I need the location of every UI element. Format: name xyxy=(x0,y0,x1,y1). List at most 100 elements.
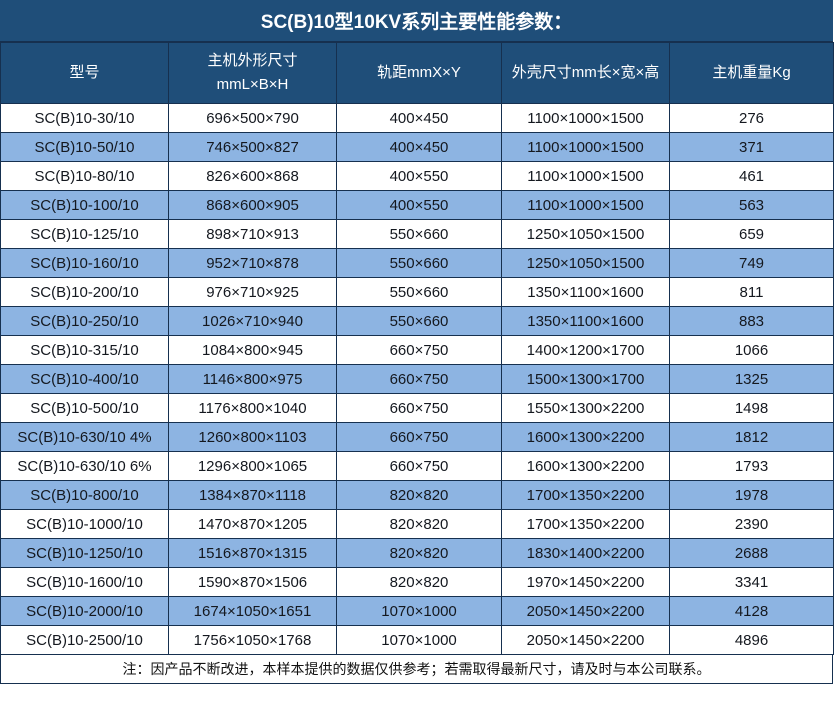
spec-table: 型号 主机外形尺寸 mmL×B×H 轨距mmX×Y 外壳尺寸mm长×宽×高 主机… xyxy=(0,42,834,655)
cell-rail-gauge: 400×550 xyxy=(336,190,502,220)
table-row: SC(B)10-200/10 976×710×925 550×660 1350×110… xyxy=(0,277,834,307)
cell-rail-gauge: 820×820 xyxy=(336,480,502,510)
header-row: 型号 主机外形尺寸 mmL×B×H 轨距mmX×Y 外壳尺寸mm长×宽×高 主机… xyxy=(0,42,834,104)
table-row: SC(B)10-30/10 696×500×790 400×450 1100×1000… xyxy=(0,103,834,133)
cell-model: SC(B)10-630/10 6% xyxy=(0,451,169,481)
cell-weight: 1325 xyxy=(669,364,834,394)
table-row: SC(B)10-630/10 6% 1296×800×1065 660×750 160… xyxy=(0,451,834,481)
cell-main-dims: 1756×1050×1768 xyxy=(168,625,337,655)
table-header: 型号 主机外形尺寸 mmL×B×H 轨距mmX×Y 外壳尺寸mm长×宽×高 主机… xyxy=(0,42,834,104)
cell-weight: 749 xyxy=(669,248,834,278)
cell-main-dims: 1674×1050×1651 xyxy=(168,596,337,626)
cell-rail-gauge: 660×750 xyxy=(336,422,502,452)
cell-model: SC(B)10-200/10 xyxy=(0,277,169,307)
cell-shell-dims: 1600×1300×2200 xyxy=(501,451,670,481)
cell-rail-gauge: 400×550 xyxy=(336,161,502,191)
cell-model: SC(B)10-1000/10 xyxy=(0,509,169,539)
cell-main-dims: 1260×800×1103 xyxy=(168,422,337,452)
cell-weight: 276 xyxy=(669,103,834,133)
table-row: SC(B)10-2000/10 1674×1050×1651 1070×1000 20… xyxy=(0,596,834,626)
cell-shell-dims: 1100×1000×1500 xyxy=(501,132,670,162)
cell-model: SC(B)10-50/10 xyxy=(0,132,169,162)
cell-weight: 461 xyxy=(669,161,834,191)
cell-rail-gauge: 550×660 xyxy=(336,306,502,336)
cell-model: SC(B)10-125/10 xyxy=(0,219,169,249)
table-row: SC(B)10-630/10 4% 1260×800×1103 660×750 160… xyxy=(0,422,834,452)
cell-shell-dims: 1400×1200×1700 xyxy=(501,335,670,365)
table-title: SC(B)10型10KV系列主要性能参数： xyxy=(0,0,833,42)
cell-weight: 3341 xyxy=(669,567,834,597)
cell-weight: 1066 xyxy=(669,335,834,365)
cell-rail-gauge: 660×750 xyxy=(336,393,502,423)
cell-weight: 1978 xyxy=(669,480,834,510)
table-row: SC(B)10-100/10 868×600×905 400×550 1100×100… xyxy=(0,190,834,220)
cell-shell-dims: 1350×1100×1600 xyxy=(501,277,670,307)
cell-main-dims: 746×500×827 xyxy=(168,132,337,162)
table-row: SC(B)10-250/10 1026×710×940 550×660 1350×11… xyxy=(0,306,834,336)
cell-rail-gauge: 1070×1000 xyxy=(336,625,502,655)
cell-main-dims: 696×500×790 xyxy=(168,103,337,133)
cell-weight: 2390 xyxy=(669,509,834,539)
cell-model: SC(B)10-1250/10 xyxy=(0,538,169,568)
cell-weight: 1793 xyxy=(669,451,834,481)
table-row: SC(B)10-80/10 826×600×868 400×550 1100×1000… xyxy=(0,161,834,191)
cell-model: SC(B)10-630/10 4% xyxy=(0,422,169,452)
cell-shell-dims: 1250×1050×1500 xyxy=(501,248,670,278)
cell-main-dims: 898×710×913 xyxy=(168,219,337,249)
cell-rail-gauge: 550×660 xyxy=(336,277,502,307)
table-row: SC(B)10-1250/10 1516×870×1315 820×820 1830×… xyxy=(0,538,834,568)
cell-rail-gauge: 660×750 xyxy=(336,335,502,365)
table-row: SC(B)10-315/10 1084×800×945 660×750 1400×12… xyxy=(0,335,834,365)
cell-weight: 883 xyxy=(669,306,834,336)
cell-main-dims: 868×600×905 xyxy=(168,190,337,220)
cell-rail-gauge: 660×750 xyxy=(336,451,502,481)
cell-model: SC(B)10-2500/10 xyxy=(0,625,169,655)
cell-rail-gauge: 400×450 xyxy=(336,132,502,162)
cell-main-dims: 1296×800×1065 xyxy=(168,451,337,481)
cell-weight: 1498 xyxy=(669,393,834,423)
table-row: SC(B)10-500/10 1176×800×1040 660×750 1550×1… xyxy=(0,393,834,423)
footer-note: 注：因产品不断改进，本样本提供的数据仅供参考；若需取得最新尺寸，请及时与本公司联… xyxy=(0,655,833,684)
cell-rail-gauge: 400×450 xyxy=(336,103,502,133)
cell-shell-dims: 1550×1300×2200 xyxy=(501,393,670,423)
table-row: SC(B)10-125/10 898×710×913 550×660 1250×105… xyxy=(0,219,834,249)
cell-main-dims: 1384×870×1118 xyxy=(168,480,337,510)
table-title-text: SC(B)10型10KV系列主要性能参数： xyxy=(260,12,573,33)
cell-shell-dims: 2050×1450×2200 xyxy=(501,625,670,655)
cell-rail-gauge: 820×820 xyxy=(336,538,502,568)
cell-shell-dims: 2050×1450×2200 xyxy=(501,596,670,626)
cell-main-dims: 952×710×878 xyxy=(168,248,337,278)
cell-model: SC(B)10-400/10 xyxy=(0,364,169,394)
table-row: SC(B)10-1600/10 1590×870×1506 820×820 1970×… xyxy=(0,567,834,597)
cell-rail-gauge: 550×660 xyxy=(336,219,502,249)
table-row: SC(B)10-400/10 1146×800×975 660×750 1500×13… xyxy=(0,364,834,394)
cell-model: SC(B)10-250/10 xyxy=(0,306,169,336)
cell-shell-dims: 1100×1000×1500 xyxy=(501,190,670,220)
cell-model: SC(B)10-500/10 xyxy=(0,393,169,423)
table-row: SC(B)10-160/10 952×710×878 550×660 1250×105… xyxy=(0,248,834,278)
cell-weight: 1812 xyxy=(669,422,834,452)
cell-main-dims: 826×600×868 xyxy=(168,161,337,191)
cell-shell-dims: 1700×1350×2200 xyxy=(501,509,670,539)
cell-model: SC(B)10-160/10 xyxy=(0,248,169,278)
cell-shell-dims: 1250×1050×1500 xyxy=(501,219,670,249)
header-shell-dims: 外壳尺寸mm长×宽×高 xyxy=(501,42,670,104)
cell-main-dims: 1470×870×1205 xyxy=(168,509,337,539)
cell-shell-dims: 1100×1000×1500 xyxy=(501,103,670,133)
cell-model: SC(B)10-30/10 xyxy=(0,103,169,133)
cell-rail-gauge: 820×820 xyxy=(336,567,502,597)
cell-main-dims: 1516×870×1315 xyxy=(168,538,337,568)
table-row: SC(B)10-2500/10 1756×1050×1768 1070×1000 20… xyxy=(0,625,834,655)
cell-weight: 811 xyxy=(669,277,834,307)
cell-rail-gauge: 550×660 xyxy=(336,248,502,278)
cell-rail-gauge: 660×750 xyxy=(336,364,502,394)
cell-weight: 2688 xyxy=(669,538,834,568)
cell-weight: 371 xyxy=(669,132,834,162)
cell-shell-dims: 1500×1300×1700 xyxy=(501,364,670,394)
cell-weight: 659 xyxy=(669,219,834,249)
cell-main-dims: 1590×870×1506 xyxy=(168,567,337,597)
cell-main-dims: 1176×800×1040 xyxy=(168,393,337,423)
cell-rail-gauge: 1070×1000 xyxy=(336,596,502,626)
cell-shell-dims: 1970×1450×2200 xyxy=(501,567,670,597)
